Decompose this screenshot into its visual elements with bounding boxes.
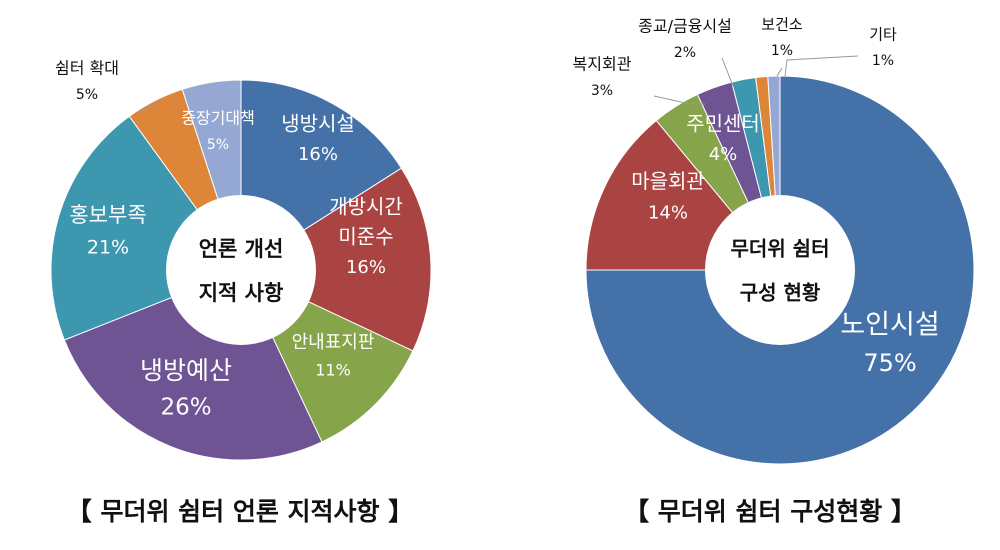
caption-shelter-composition: 【 무더위 쉼터 구성현황 】 (624, 497, 916, 526)
slice-category-label: 보건소 (761, 16, 803, 34)
leader-line (776, 67, 783, 77)
slice-category-label: 주민센터 (686, 112, 760, 136)
slice-value-label: 21% (87, 237, 129, 259)
leader-line (653, 95, 705, 105)
slice-category-label: 마을회관 (631, 169, 705, 193)
slice-category-label: 냉방시설 (281, 112, 355, 136)
slice-category-label: 복지회관 (573, 55, 632, 74)
center-text-line: 지적 사항 (199, 281, 284, 305)
pie-slice-노인시설 (585, 75, 975, 465)
slice-value-label: 4% (709, 144, 738, 165)
slice-value-label: 1% (771, 43, 793, 59)
slice-category-label: 홍보부족 (69, 203, 146, 227)
slice-value-label: 1% (872, 53, 894, 69)
slice-category-label: 기타 (869, 26, 897, 44)
slice-category-label: 중장기대책 (181, 109, 255, 128)
donut-hole (166, 195, 316, 345)
center-text-line: 구성 현황 (740, 281, 821, 305)
slice-category-label: 노인시설 (840, 310, 939, 341)
slice-value-label: 5% (76, 87, 98, 103)
slice-category-label: 쉼터 확대 (55, 59, 119, 78)
leader-line (139, 103, 158, 113)
pie-slice-개방시간 (239, 167, 432, 352)
center-text-line: 언론 개선 (199, 237, 284, 261)
donut-hole (705, 195, 855, 345)
slice-value-label: 26% (160, 395, 211, 421)
leader-line (721, 57, 734, 87)
slice-value-label: 3% (591, 83, 613, 99)
slice-value-label: 5% (207, 137, 229, 153)
slice-category-label: 냉방예산 (140, 356, 232, 385)
slice-value-label: 14% (648, 203, 688, 224)
slice-value-label: 11% (315, 361, 351, 380)
slice-value-label: 16% (298, 144, 338, 165)
slice-category-label: 미준수 (338, 225, 393, 249)
slice-value-label: 75% (863, 349, 916, 377)
slice-value-label: 16% (346, 257, 386, 278)
slice-value-label: 2% (674, 45, 696, 61)
slice-category-label: 안내표지판 (292, 332, 375, 353)
center-text-line: 무더위 쉼터 (731, 237, 830, 261)
slice-category-label: 종교/금융시설 (638, 17, 732, 36)
caption-media-criticism: 【 무더위 쉼터 언론 지적사항 】 (66, 497, 414, 526)
leader-line (784, 55, 859, 77)
slice-category-label: 개방시간 (329, 195, 403, 219)
